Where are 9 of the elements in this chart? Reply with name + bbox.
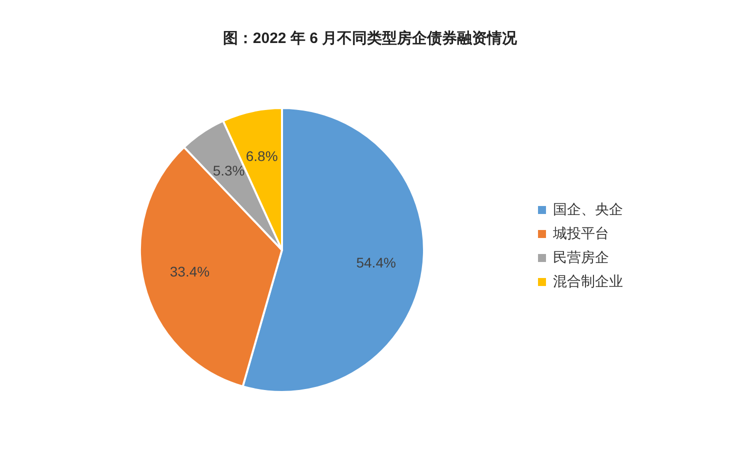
data-label: 33.4% [170,264,210,280]
data-label: 54.4% [356,254,396,270]
legend-label: 民营房企 [553,249,609,265]
legend-label: 国企、央企 [553,201,623,217]
legend-label: 混合制企业 [553,273,623,289]
data-label: 5.3% [212,162,245,178]
chart-title: 图：2022 年 6 月不同类型房企债券融资情况 [222,29,518,47]
legend-label: 城投平台 [552,225,609,241]
data-label: 6.8% [246,148,278,164]
